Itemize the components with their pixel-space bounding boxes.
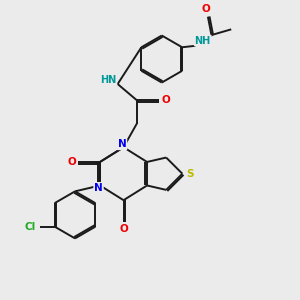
Text: N: N [118, 139, 126, 149]
Text: N: N [94, 183, 103, 193]
Text: HN: HN [100, 76, 116, 85]
Text: Cl: Cl [25, 222, 36, 232]
Text: O: O [67, 157, 76, 167]
Text: O: O [202, 4, 210, 14]
Text: S: S [186, 169, 194, 179]
Text: O: O [119, 224, 128, 234]
Text: NH: NH [195, 35, 211, 46]
Text: O: O [162, 95, 170, 105]
